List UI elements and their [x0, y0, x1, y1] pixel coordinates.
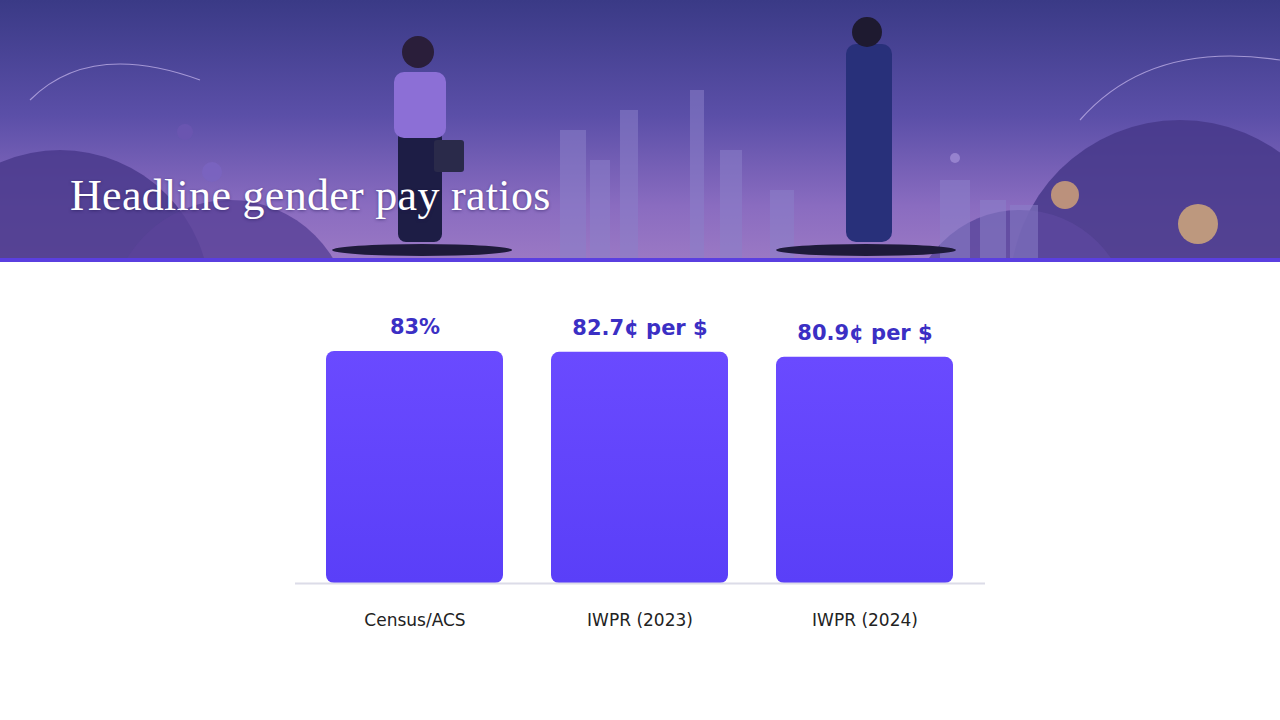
svg-text:Census/ACS: Census/ACS [364, 610, 465, 630]
svg-text:83%: 83% [390, 315, 440, 339]
html-text:Headline gender pay ratios: Headline gender pay ratios [70, 171, 551, 220]
svg-text:IWPR (2024): IWPR (2024) [812, 610, 918, 630]
svg-text:IWPR (2023): IWPR (2023) [587, 610, 693, 630]
svg-text:82.7¢ per $: 82.7¢ per $ [572, 316, 707, 340]
svg-text:80.9¢ per $: 80.9¢ per $ [797, 321, 932, 345]
